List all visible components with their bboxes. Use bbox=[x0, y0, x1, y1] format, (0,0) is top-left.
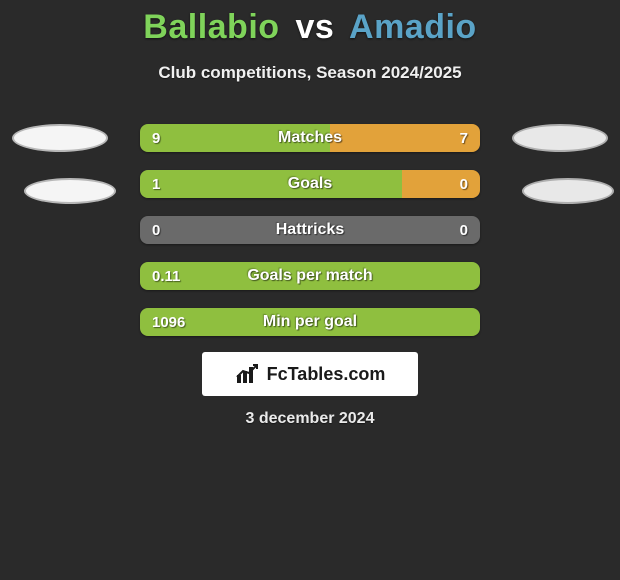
vs-label: vs bbox=[296, 8, 335, 46]
bar-left-seg bbox=[140, 124, 330, 152]
stat-row: Hattricks00 bbox=[140, 216, 480, 244]
logo-text: FcTables.com bbox=[267, 364, 386, 385]
stats-bars: Matches97 Goals10 Hattricks00 Goals per mat… bbox=[140, 124, 480, 354]
bar-right-seg bbox=[330, 124, 480, 152]
stat-row: Matches97 bbox=[140, 124, 480, 152]
player1-badge-1 bbox=[12, 124, 108, 152]
bar-left-seg bbox=[140, 170, 402, 198]
stat-row: Min per goal1096 bbox=[140, 308, 480, 336]
stat-row: Goals10 bbox=[140, 170, 480, 198]
date-label: 3 december 2024 bbox=[0, 410, 620, 428]
bar-right-seg bbox=[402, 170, 480, 198]
page-title: Ballabio vs Amadio bbox=[0, 0, 620, 47]
player2-badge-2 bbox=[522, 178, 614, 204]
bar-left-seg bbox=[140, 262, 480, 290]
player2-badge-1 bbox=[512, 124, 608, 152]
bar-left-seg bbox=[140, 308, 480, 336]
player2-name: Amadio bbox=[349, 8, 477, 46]
chart-icon bbox=[235, 363, 261, 385]
subtitle: Club competitions, Season 2024/2025 bbox=[0, 63, 620, 83]
player1-name: Ballabio bbox=[143, 8, 279, 46]
bar-neutral bbox=[140, 216, 480, 244]
fctables-logo: FcTables.com bbox=[202, 352, 418, 396]
comparison-infographic: Ballabio vs Amadio Club competitions, Se… bbox=[0, 0, 620, 580]
stat-row: Goals per match0.11 bbox=[140, 262, 480, 290]
player1-badge-2 bbox=[24, 178, 116, 204]
